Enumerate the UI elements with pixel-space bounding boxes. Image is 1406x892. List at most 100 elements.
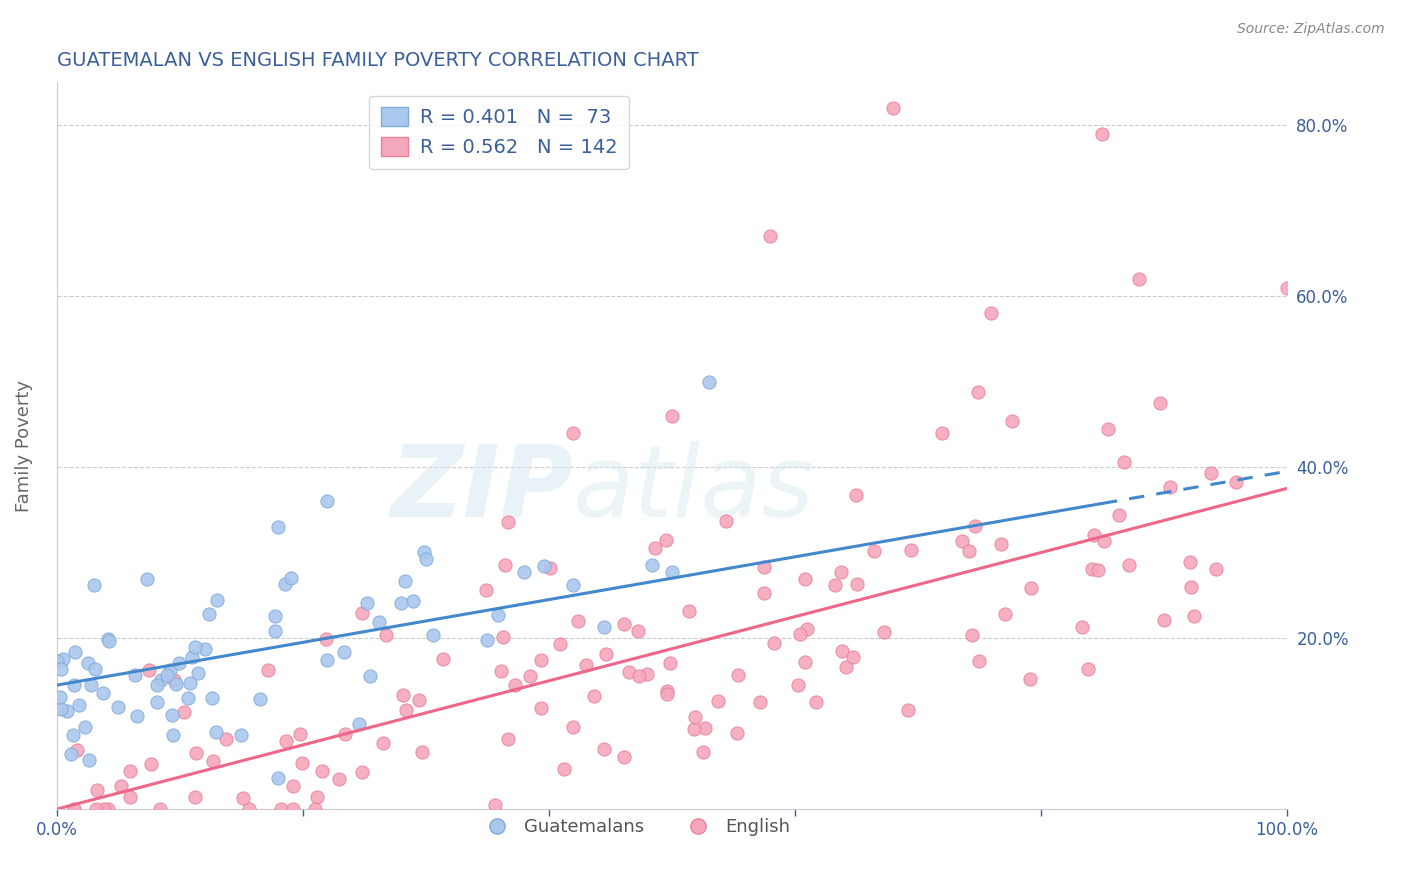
Point — [488, 607, 510, 622]
Point — [1081, 562, 1104, 576]
Point — [496, 731, 519, 746]
Point — [394, 574, 416, 589]
Point — [661, 566, 683, 580]
Point — [655, 687, 678, 701]
Point — [567, 614, 589, 628]
Point — [125, 709, 148, 723]
Point — [408, 693, 430, 707]
Point — [215, 732, 238, 747]
Legend: Guatemalans, English: Guatemalans, English — [472, 811, 797, 844]
Point — [402, 593, 425, 607]
Text: ZIP: ZIP — [391, 441, 574, 538]
Point — [311, 764, 333, 779]
Point — [863, 544, 886, 558]
Point — [1225, 475, 1247, 489]
Point — [550, 637, 572, 651]
Point — [491, 664, 513, 678]
Point — [146, 678, 169, 692]
Point — [48, 690, 70, 704]
Point — [595, 647, 617, 661]
Text: GUATEMALAN VS ENGLISH FAMILY POVERTY CORRELATION CHART: GUATEMALAN VS ENGLISH FAMILY POVERTY COR… — [56, 51, 699, 70]
Point — [491, 630, 513, 644]
Point — [97, 802, 120, 816]
Point — [73, 720, 96, 734]
Point — [291, 756, 314, 771]
Point — [267, 520, 290, 534]
Point — [184, 790, 207, 805]
Point — [498, 516, 520, 530]
Point — [281, 779, 304, 793]
Point — [873, 625, 896, 640]
Point — [950, 534, 973, 549]
Point — [52, 651, 75, 665]
Point — [752, 560, 775, 574]
Point — [644, 541, 666, 555]
Point — [194, 641, 217, 656]
Point — [613, 617, 636, 632]
Point — [205, 724, 228, 739]
Point — [882, 101, 904, 115]
Point — [162, 728, 184, 742]
Point — [1205, 562, 1227, 576]
Point — [657, 684, 679, 698]
Point — [1149, 396, 1171, 410]
Point — [179, 676, 201, 690]
Point — [356, 596, 378, 610]
Point — [1182, 608, 1205, 623]
Point — [592, 620, 614, 634]
Point — [352, 764, 374, 779]
Point — [994, 607, 1017, 621]
Point — [1108, 508, 1130, 522]
Point — [661, 409, 683, 423]
Point — [98, 633, 121, 648]
Point — [432, 652, 454, 666]
Point — [201, 691, 224, 706]
Point — [150, 673, 173, 687]
Point — [475, 632, 498, 647]
Point — [706, 694, 728, 708]
Point — [97, 632, 120, 646]
Point — [184, 640, 207, 655]
Point — [163, 673, 186, 687]
Point — [257, 663, 280, 677]
Point — [135, 572, 157, 586]
Point — [1097, 422, 1119, 436]
Point — [229, 728, 252, 742]
Point — [575, 657, 598, 672]
Point — [636, 667, 658, 681]
Point — [120, 764, 142, 778]
Point — [177, 691, 200, 706]
Point — [305, 790, 328, 805]
Point — [695, 721, 717, 735]
Point — [960, 628, 983, 642]
Point — [422, 628, 444, 642]
Point — [59, 747, 82, 761]
Point — [1180, 580, 1202, 594]
Point — [530, 700, 553, 714]
Point — [120, 790, 142, 805]
Point — [160, 707, 183, 722]
Point — [1019, 581, 1042, 595]
Point — [391, 688, 413, 702]
Point — [1153, 613, 1175, 627]
Point — [274, 577, 297, 591]
Point — [727, 668, 749, 682]
Point — [697, 375, 720, 389]
Point — [793, 572, 815, 586]
Point — [1159, 479, 1181, 493]
Point — [617, 665, 640, 680]
Point — [754, 585, 776, 599]
Point — [562, 425, 585, 440]
Point — [1092, 534, 1115, 549]
Point — [1070, 620, 1092, 634]
Point — [628, 669, 651, 683]
Point — [685, 710, 707, 724]
Point — [264, 624, 287, 638]
Point — [725, 725, 748, 739]
Point — [359, 668, 381, 682]
Point — [794, 655, 817, 669]
Point — [1001, 414, 1024, 428]
Point — [1087, 563, 1109, 577]
Point — [484, 797, 506, 812]
Point — [806, 695, 828, 709]
